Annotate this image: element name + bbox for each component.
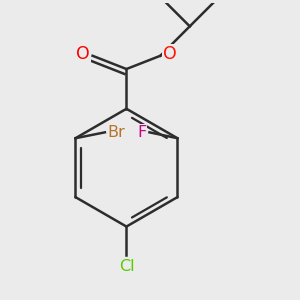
Text: F: F (137, 125, 146, 140)
Text: Br: Br (108, 125, 126, 140)
Text: O: O (76, 45, 90, 63)
Text: O: O (163, 45, 177, 63)
Text: Cl: Cl (118, 259, 134, 274)
